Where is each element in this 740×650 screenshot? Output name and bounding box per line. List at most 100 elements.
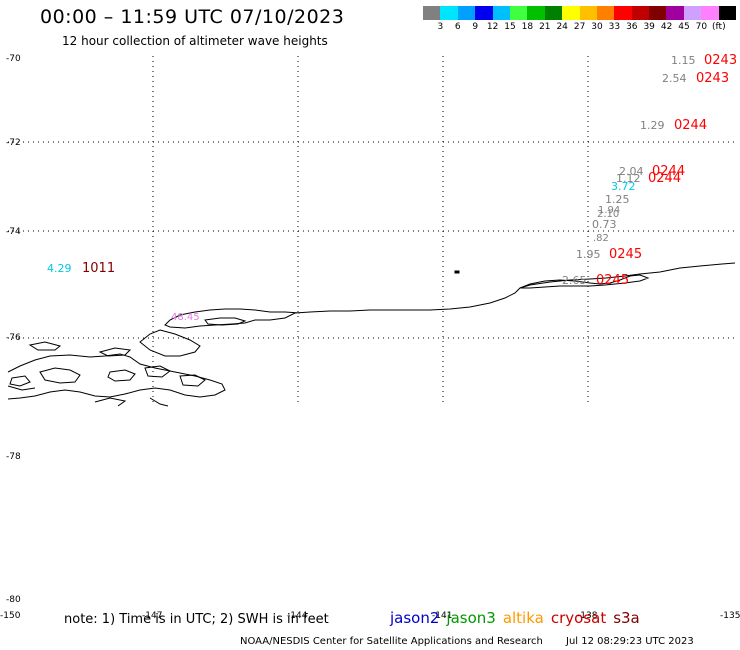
lon-label: -138 (577, 611, 598, 621)
lat-label: -70 (6, 54, 21, 64)
colorbar-swatch (475, 6, 493, 20)
colorbar-label: 21 (539, 22, 551, 32)
obs-time: 0244 (674, 118, 707, 133)
ice-edge (144, 365, 171, 378)
swh-value: 2.65 (562, 274, 587, 287)
colorbar-swatch (614, 6, 632, 20)
swh-value: 2.04 (619, 165, 644, 178)
lat-label: -78 (6, 452, 21, 462)
colorbar (423, 6, 737, 20)
colorbar-swatch (423, 6, 441, 20)
colorbar-swatch (718, 6, 737, 20)
colorbar-label: 42 (660, 22, 673, 32)
colorbar-swatch (631, 6, 650, 20)
obs-time: 0243 (704, 53, 737, 68)
swh-value: 2.10 (597, 209, 619, 220)
colorbar-label: 70 (695, 22, 708, 32)
ice-edge (7, 385, 36, 391)
colorbar-swatch (527, 6, 545, 20)
ice-edge (9, 375, 31, 387)
colorbar-swatch (579, 6, 597, 20)
ice-edge (7, 353, 226, 400)
colorbar-label: 36 (626, 22, 638, 32)
lon-label: -150 (0, 611, 21, 621)
ice-shelf-inlet (519, 274, 650, 289)
colorbar-swatch (683, 6, 702, 20)
colorbar-label: 3 (437, 22, 444, 32)
legend-cryosat: cryosat (550, 609, 607, 627)
obs-time: 0245 (609, 247, 642, 262)
colorbar-label: 27 (573, 22, 586, 32)
swh-value: 0.73 (592, 218, 617, 231)
colorbar-swatch (544, 6, 563, 20)
colorbar-label: 6 (454, 22, 461, 32)
swh-value: 48.45 (171, 312, 200, 323)
colorbar-label: 9 (472, 22, 479, 32)
ice-edge (94, 397, 127, 407)
map-subtitle: 12 hour collection of altimeter wave hei… (62, 34, 328, 48)
obs-time: 0244 (648, 171, 681, 186)
units-note: note: 1) Time is in UTC; 2) SWH is in fe… (64, 612, 329, 627)
colorbar-label: 45 (678, 22, 690, 32)
lat-label: -76 (6, 333, 21, 343)
legend-jason2: jason2 (390, 609, 440, 627)
lat-label: -72 (6, 138, 21, 148)
swh-value: 1.94 (598, 205, 620, 216)
obs-time: 0244 (652, 164, 685, 179)
colorbar-label: 39 (643, 22, 655, 32)
lon-label: -141 (432, 611, 452, 621)
map-grid (8, 56, 735, 406)
colorbar-label: 15 (504, 22, 516, 32)
lon-label: -135 (720, 611, 740, 621)
legend-s3a: s3a (613, 609, 640, 627)
small-island (454, 270, 460, 274)
colorbar-swatch (596, 6, 615, 20)
map-title: 00:00 – 11:59 UTC 07/10/2023 (40, 6, 345, 28)
ice-edge (139, 329, 201, 357)
colorbar-swatch (562, 6, 580, 20)
swh-value: 1.29 (640, 119, 665, 132)
legend-jason3: jason3 (446, 609, 496, 627)
swh-value: 1.25 (605, 193, 630, 206)
lat-label: -74 (6, 227, 21, 237)
ice-edge (39, 367, 81, 384)
colorbar-label: 30 (591, 22, 603, 32)
swh-value: 2.54 (662, 72, 687, 85)
credit-text: NOAA/NESDIS Center for Satellite Applica… (240, 636, 543, 647)
colorbar-label: 18 (521, 22, 534, 32)
satellite-legend: jason2 jason3 altika cryosat s3a (390, 609, 647, 627)
swh-value: 1.15 (671, 54, 696, 67)
swh-value: .82 (593, 233, 609, 244)
colorbar-label: 24 (556, 22, 568, 32)
swh-value: 1.12 (616, 172, 641, 185)
colorbar-label: (ft) (712, 22, 726, 32)
ice-shelf-edge (164, 262, 736, 329)
coastline (7, 262, 736, 407)
colorbar-swatch (440, 6, 458, 20)
ice-edge (149, 397, 169, 407)
legend-altika: altika (502, 609, 544, 627)
lon-label: -144 (287, 611, 308, 621)
lon-label: -147 (142, 611, 162, 621)
colorbar-swatch (649, 6, 667, 20)
ice-edge (179, 374, 206, 387)
colorbar-label: 12 (486, 22, 499, 32)
ice-edge (98, 347, 132, 357)
colorbar-swatch (666, 6, 684, 20)
obs-time: 0245 (596, 273, 629, 288)
colorbar-label: 33 (608, 22, 621, 32)
swh-value: 1.95 (576, 248, 601, 261)
colorbar-swatch (701, 6, 719, 20)
ice-edge (28, 341, 62, 351)
lat-label: -80 (6, 595, 21, 605)
swh-value: 4.29 (47, 262, 72, 275)
ice-shelf-lobe (204, 317, 247, 326)
colorbar-swatch (509, 6, 528, 20)
obs-time: 0243 (696, 71, 729, 86)
obs-time: 1011 (82, 261, 115, 276)
generated-timestamp: Jul 12 08:29:23 UTC 2023 (566, 636, 694, 647)
colorbar-swatch (457, 6, 476, 20)
ice-edge (107, 369, 136, 382)
